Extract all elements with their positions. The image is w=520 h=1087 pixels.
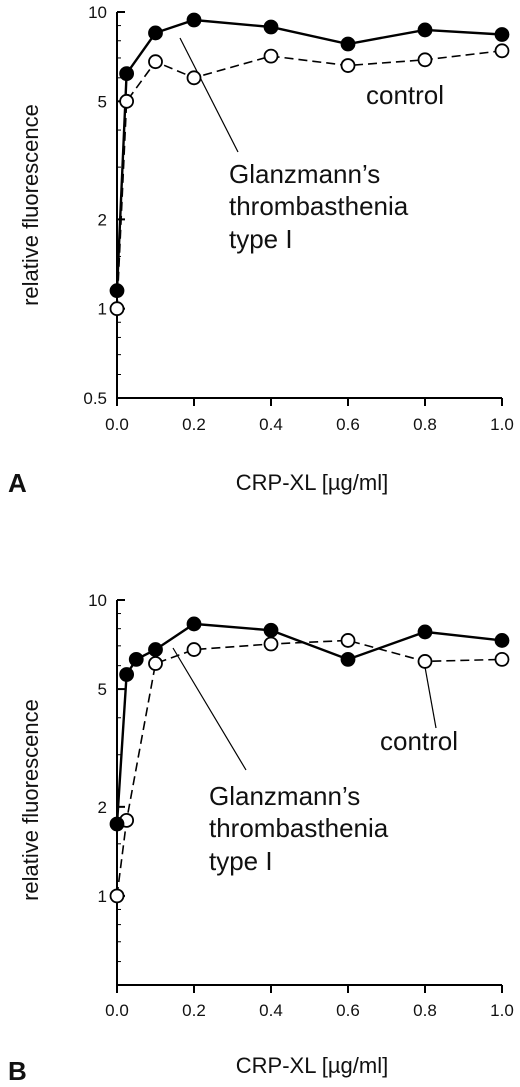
- y-tick-label: 5: [98, 680, 107, 699]
- chart-panel-b: relative fluorescence CRP-XL [µg/ml] B c…: [8, 591, 514, 1086]
- glanzmann-data-point: [119, 667, 135, 682]
- control-data-point: [417, 52, 433, 68]
- y-tick-label: 2: [98, 798, 107, 817]
- x-tick-label: 0.2: [182, 415, 206, 434]
- control-data-point: [186, 70, 202, 86]
- y-tick-label: 10: [88, 591, 107, 610]
- glanzmann-label-line3: type I: [209, 846, 273, 876]
- x-tick-label: 0.4: [259, 1001, 283, 1020]
- control-data-point: [148, 54, 163, 70]
- glanzmann-series-line: [115, 18, 503, 291]
- y-axis-title: relative fluorescence: [18, 699, 43, 901]
- y-tick-label: 1: [98, 887, 107, 906]
- leader-line-glanzmann: [172, 647, 247, 771]
- control-series-line: [116, 639, 503, 897]
- glanzmann-label-line2: thrombasthenia: [209, 813, 389, 843]
- y-tick-label: 0.5: [83, 389, 107, 408]
- panel-letter-a: A: [8, 468, 27, 498]
- glanzmann-data-point: [119, 66, 135, 81]
- glanzmann-data-point: [340, 36, 356, 52]
- y-tick-label: 5: [98, 92, 107, 111]
- x-tick-label: 0.6: [336, 415, 360, 434]
- control-data-point: [119, 93, 135, 109]
- x-tick-label: 0.8: [413, 1001, 437, 1020]
- control-data-point: [494, 651, 510, 667]
- glanzmann-data-point: [186, 616, 202, 632]
- glanzmann-data-point: [109, 816, 125, 832]
- x-tick-label: 0.8: [413, 415, 437, 434]
- y-tick-label: 10: [88, 3, 107, 22]
- x-axis-title: CRP-XL [µg/ml]: [236, 470, 388, 495]
- control-data-point: [494, 43, 510, 59]
- control-data-point: [109, 301, 125, 317]
- glanzmann-data-point: [148, 642, 163, 657]
- control-annotation: control: [366, 80, 444, 110]
- glanzmann-data-point: [494, 27, 510, 42]
- control-data-point: [148, 656, 163, 671]
- glanzmann-data-point: [263, 622, 279, 638]
- panel-letter-b: B: [8, 1056, 27, 1086]
- glanzmann-data-point: [417, 22, 433, 38]
- leader-line-control: [424, 666, 437, 729]
- glanzmann-data-point: [494, 633, 510, 648]
- glanzmann-data-point: [417, 624, 433, 640]
- x-tick-label: 0.0: [105, 1001, 129, 1020]
- x-tick-label: 1.0: [490, 415, 514, 434]
- control-data-point: [340, 58, 356, 73]
- glanzmann-data-point: [186, 12, 202, 28]
- control-annotation: control: [380, 726, 458, 756]
- control-data-point: [186, 642, 202, 657]
- glanzmann-data-point: [109, 283, 125, 299]
- glanzmann-data-point: [148, 25, 163, 41]
- y-tick-label: 2: [98, 210, 107, 229]
- glanzmann-data-point: [128, 651, 144, 667]
- control-series-line: [116, 50, 503, 309]
- x-axis-title: CRP-XL [µg/ml]: [236, 1053, 388, 1078]
- control-data-point: [109, 888, 125, 904]
- control-data-point: [263, 636, 279, 652]
- control-data-point: [340, 633, 356, 648]
- x-tick-label: 0.6: [336, 1001, 360, 1020]
- leader-line-glanzmann: [179, 37, 239, 153]
- x-tick-label: 0.4: [259, 415, 283, 434]
- glanzmann-label-line2: thrombasthenia: [229, 191, 409, 221]
- control-data-point: [263, 48, 279, 64]
- x-tick-label: 1.0: [490, 1001, 514, 1020]
- glanzmann-data-point: [340, 651, 356, 667]
- glanzmann-label-line1: Glanzmann’s: [229, 159, 380, 189]
- x-tick-label: 0.0: [105, 415, 129, 434]
- y-axis-title: relative fluorescence: [18, 104, 43, 306]
- glanzmann-data-point: [263, 19, 279, 35]
- y-tick-label: 1: [98, 300, 107, 319]
- x-tick-label: 0.2: [182, 1001, 206, 1020]
- glanzmann-label-line1: Glanzmann’s: [209, 781, 360, 811]
- control-data-point: [417, 654, 433, 669]
- glanzmann-label-line3: type I: [229, 224, 293, 254]
- chart-panel-a: relative fluorescence CRP-XL [µg/ml] A c…: [8, 3, 514, 498]
